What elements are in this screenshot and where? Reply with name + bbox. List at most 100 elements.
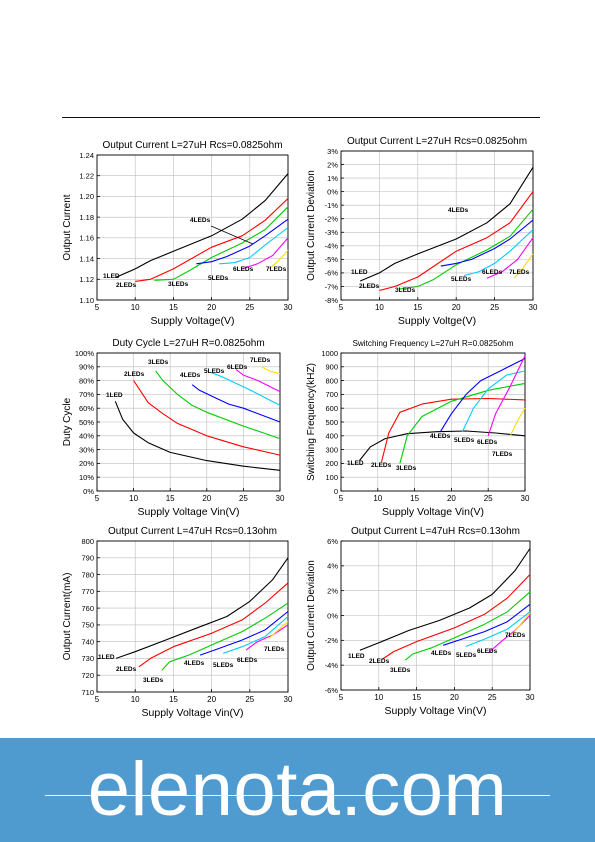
chart-title: Duty Cycle L=27uH R=0.0825ohm bbox=[112, 338, 264, 349]
series-line-5 bbox=[465, 611, 531, 648]
series-annotation: 1LED bbox=[348, 653, 365, 660]
series-line-4 bbox=[440, 219, 534, 267]
series-line-4 bbox=[442, 603, 531, 646]
series-line-2 bbox=[135, 198, 289, 282]
y-tick-label: 500 bbox=[325, 418, 338, 427]
series-annotation: 7LEDs bbox=[509, 269, 530, 276]
y-tick-label: 2% bbox=[327, 586, 338, 595]
chart-title: Output Current L=27uH Rcs=0.0825ohm bbox=[102, 140, 282, 151]
series-annotation: 3LEDs bbox=[395, 287, 416, 294]
y-tick-label: 0% bbox=[327, 611, 338, 620]
series-line-1 bbox=[358, 430, 526, 461]
series-line-4 bbox=[439, 358, 526, 432]
y-tick-label: -2% bbox=[325, 636, 339, 645]
series-annotation: 4LEDs bbox=[430, 433, 451, 440]
x-tick-label: 15 bbox=[169, 695, 178, 704]
x-tick-label: 5 bbox=[339, 693, 344, 702]
y-tick-label: 800 bbox=[325, 376, 338, 385]
series-line-2 bbox=[379, 191, 534, 292]
x-axis-label: Supply Voltage Vin(V) bbox=[382, 506, 484, 518]
y-tick-label: 600 bbox=[325, 404, 338, 413]
top-rule bbox=[62, 117, 540, 118]
x-tick-label: 25 bbox=[488, 693, 497, 702]
series-annotation: 6LEDs bbox=[477, 648, 498, 655]
x-tick-label: 5 bbox=[95, 494, 100, 503]
y-tick-label: -2% bbox=[325, 215, 339, 224]
series-annotation: 7LEDs bbox=[266, 266, 287, 273]
series-line-5 bbox=[210, 371, 281, 406]
series-line-3 bbox=[398, 208, 534, 290]
series-annotation: 1LED bbox=[98, 654, 115, 661]
watermark-text: elenota.com bbox=[87, 747, 508, 832]
plot-frame bbox=[96, 154, 289, 301]
x-tick-label: 25 bbox=[245, 303, 254, 312]
series-line-3 bbox=[399, 382, 526, 464]
series-annotation: 7LEDs bbox=[264, 646, 285, 653]
y-tick-label: 1.22 bbox=[79, 172, 94, 181]
y-tick-label: 780 bbox=[81, 570, 94, 579]
series-line-2 bbox=[133, 380, 281, 456]
series-line-7 bbox=[261, 366, 281, 375]
y-tick-label: 750 bbox=[81, 621, 94, 630]
series-annotation: 7LEDs bbox=[505, 632, 526, 639]
y-axis-label: Output Current Deviation bbox=[306, 560, 317, 671]
y-tick-label: 1.10 bbox=[79, 296, 94, 305]
series-annotation: 2LEDs bbox=[124, 371, 145, 378]
y-tick-label: 100% bbox=[75, 349, 95, 358]
series-line-7 bbox=[268, 249, 289, 270]
x-tick-label: 30 bbox=[284, 303, 293, 312]
y-tick-label: 1.20 bbox=[79, 192, 94, 201]
y-tick-label: 70% bbox=[79, 390, 94, 399]
series-annotation: 3LEDs bbox=[168, 281, 189, 288]
y-axis-label: Output Current bbox=[62, 194, 73, 260]
series-annotation: 6LEDs bbox=[233, 266, 254, 273]
y-tick-label: 730 bbox=[81, 654, 94, 663]
x-tick-label: 20 bbox=[447, 494, 456, 503]
y-tick-label: -1% bbox=[325, 201, 339, 210]
x-tick-label: 20 bbox=[452, 303, 461, 312]
y-tick-label: 760 bbox=[81, 604, 94, 613]
series-annotation: 5LEDs bbox=[213, 662, 234, 669]
y-tick-label: 50% bbox=[79, 418, 94, 427]
series-annotation: 2LEDs bbox=[359, 283, 380, 290]
chart-title: Output Current L=47uH Rcs=0.13ohm bbox=[351, 526, 520, 537]
y-axis-label: Output Current Deviation bbox=[306, 170, 317, 281]
y-tick-label: 1.16 bbox=[79, 234, 94, 243]
x-tick-label: 15 bbox=[413, 303, 422, 312]
y-tick-label: -4% bbox=[325, 242, 339, 251]
series-annotation: 7LEDs bbox=[250, 357, 271, 364]
series-annotation: 1LED bbox=[106, 392, 123, 399]
y-tick-label: -6% bbox=[325, 686, 339, 695]
y-tick-label: 2% bbox=[327, 160, 338, 169]
y-axis-label: Switching Frequency(kHZ) bbox=[306, 363, 317, 481]
series-annotation: 4LEDs bbox=[448, 207, 469, 214]
x-tick-label: 10 bbox=[375, 303, 384, 312]
series-line-5 bbox=[219, 227, 289, 265]
series-line-5 bbox=[222, 616, 289, 654]
y-tick-label: 3% bbox=[327, 147, 338, 156]
x-tick-label: 30 bbox=[276, 494, 285, 503]
x-tick-label: 5 bbox=[95, 695, 100, 704]
y-tick-label: 400 bbox=[325, 432, 338, 441]
x-tick-label: 25 bbox=[490, 303, 499, 312]
y-axis-label: Duty Cycle bbox=[62, 397, 73, 446]
y-tick-label: -6% bbox=[325, 269, 339, 278]
y-tick-label: 90% bbox=[79, 363, 94, 372]
series-annotation: 6LEDs bbox=[227, 364, 248, 371]
y-tick-label: 900 bbox=[325, 363, 338, 372]
series-annotation: 6LEDs bbox=[237, 657, 258, 664]
series-annotation: 4LEDs bbox=[190, 217, 211, 224]
y-tick-label: 1.12 bbox=[79, 275, 94, 284]
series-line-2 bbox=[138, 582, 289, 668]
x-tick-label: 10 bbox=[374, 693, 383, 702]
y-tick-label: 720 bbox=[81, 671, 94, 680]
series-annotation: 5LEDs bbox=[204, 368, 225, 375]
x-tick-label: 20 bbox=[207, 303, 216, 312]
series-line-4 bbox=[191, 384, 281, 423]
y-tick-label: -4% bbox=[325, 661, 339, 670]
series-line-6 bbox=[242, 237, 289, 270]
y-tick-label: 1.18 bbox=[79, 213, 94, 222]
series-annotation: 6LEDs bbox=[477, 439, 498, 446]
series-line-6 bbox=[487, 355, 526, 436]
series-line-3 bbox=[154, 206, 289, 281]
